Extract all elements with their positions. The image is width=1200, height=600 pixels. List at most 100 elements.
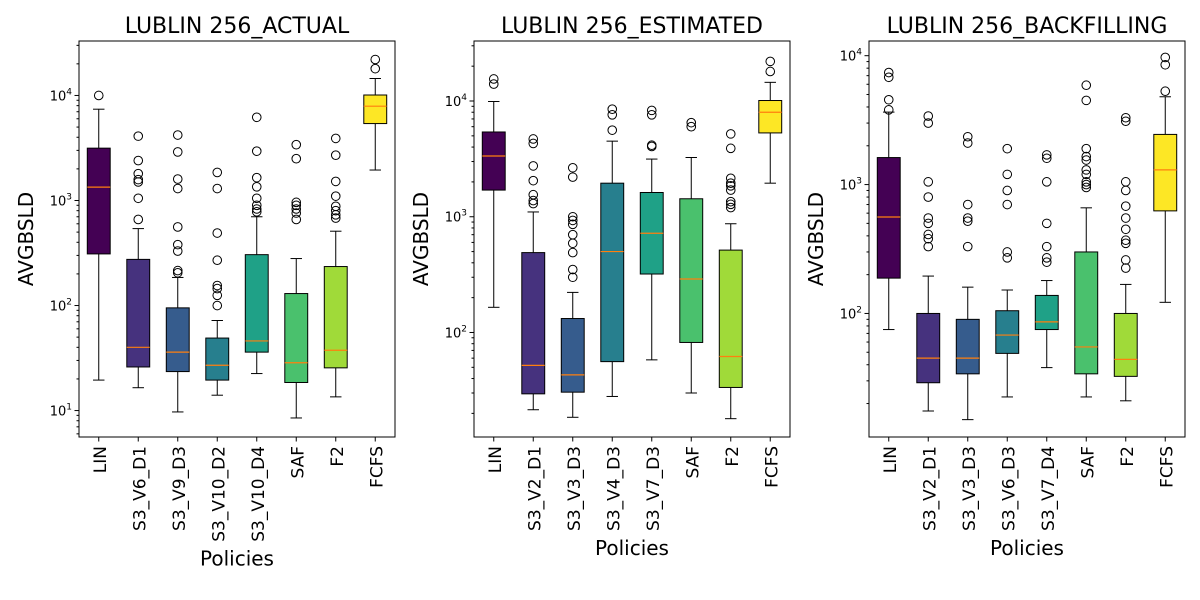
box-body xyxy=(560,318,585,393)
y-tick-base: 10 xyxy=(445,211,462,226)
x-tick-label: S3_V10_D4 xyxy=(249,446,269,542)
chart-title: LUBLIN 256_BACKFILLING xyxy=(887,14,1168,39)
box-body xyxy=(916,312,941,384)
outlier-point xyxy=(93,90,104,101)
box-body xyxy=(323,266,348,369)
outlier-point xyxy=(133,174,144,185)
outlier-point xyxy=(686,121,697,132)
x-tick-label: FCFS xyxy=(1157,446,1177,488)
outlier-point xyxy=(291,200,302,211)
box-body xyxy=(205,337,230,381)
x-tick-label: S3_V6_D1 xyxy=(130,446,150,531)
box-body xyxy=(244,254,269,353)
x-tick-label: SAF xyxy=(288,446,308,479)
outlier-point xyxy=(725,196,736,207)
outlier-point xyxy=(725,178,736,188)
outlier-point xyxy=(725,129,736,139)
box-7 xyxy=(323,133,348,398)
outlier-point xyxy=(883,72,894,83)
outlier-point xyxy=(1120,238,1131,249)
y-tick-base: 10 xyxy=(445,326,462,341)
box-8 xyxy=(1153,52,1178,303)
outlier-point xyxy=(1002,143,1013,154)
y-tick-label: 102 xyxy=(840,305,862,322)
x-axis-label: Policies xyxy=(200,546,274,570)
y-tick-base: 10 xyxy=(50,89,67,104)
outlier-point xyxy=(765,56,776,67)
outlier-point xyxy=(330,176,341,187)
outlier-point xyxy=(1120,224,1131,235)
box-4 xyxy=(600,104,625,397)
outlier-point xyxy=(567,264,578,275)
outlier-point xyxy=(330,150,341,160)
outlier-point xyxy=(567,172,578,182)
outlier-point xyxy=(212,183,223,194)
box-3 xyxy=(560,162,585,418)
outlier-point xyxy=(1002,247,1013,257)
box-2 xyxy=(521,134,546,411)
outlier-point xyxy=(1120,177,1131,187)
outlier-point xyxy=(567,215,578,226)
x-tick-label: S3_V4_D3 xyxy=(604,446,624,531)
outlier-point xyxy=(133,214,144,225)
box-1 xyxy=(86,90,111,381)
box-5 xyxy=(1034,150,1059,369)
outlier-point xyxy=(1081,177,1092,187)
outlier-point xyxy=(962,138,973,148)
box-body xyxy=(1153,133,1178,212)
box-body xyxy=(679,198,704,343)
outlier-point xyxy=(923,213,934,223)
outlier-point xyxy=(1160,59,1171,70)
y-tick-exponent: 2 xyxy=(66,298,72,308)
box-3 xyxy=(955,131,980,421)
x-tick-label: S3_V3_D3 xyxy=(565,446,585,531)
box-6 xyxy=(679,117,704,394)
plot-frame xyxy=(868,40,1186,438)
outlier-point xyxy=(923,118,934,128)
outlier-point xyxy=(291,153,302,164)
outlier-point xyxy=(528,134,539,144)
outlier-point xyxy=(1120,255,1131,265)
outlier-point xyxy=(1002,169,1013,180)
box-body xyxy=(758,100,783,134)
box-2 xyxy=(126,131,151,389)
outlier-point xyxy=(172,130,183,140)
outlier-point xyxy=(567,247,578,258)
outlier-point xyxy=(1120,112,1131,123)
x-tick-label: F2 xyxy=(328,446,348,467)
box-6 xyxy=(1074,80,1099,398)
x-tick-label: S3_V2_D1 xyxy=(920,446,940,531)
outlier-point xyxy=(1002,185,1013,196)
x-axis-label: Policies xyxy=(595,536,669,560)
outlier-point xyxy=(607,110,618,120)
y-tick-base: 10 xyxy=(445,95,462,110)
outlier-point xyxy=(1120,201,1131,211)
x-tick-label: S3_V3_D3 xyxy=(960,446,980,531)
outlier-point xyxy=(133,193,144,204)
outlier-point xyxy=(212,290,223,301)
box-body xyxy=(363,94,388,125)
outlier-point xyxy=(923,241,934,252)
outlier-point xyxy=(686,117,697,128)
x-tick-label: F2 xyxy=(723,446,743,467)
outlier-point xyxy=(528,138,539,149)
outlier-point xyxy=(251,182,262,192)
outlier-point xyxy=(251,200,262,211)
outlier-point xyxy=(291,197,302,208)
x-tick-label: FCFS xyxy=(762,446,782,488)
outlier-point xyxy=(1002,199,1013,210)
outlier-point xyxy=(251,207,262,217)
box-1 xyxy=(876,67,901,331)
outlier-point xyxy=(1120,235,1131,246)
outlier-point xyxy=(725,143,736,154)
outlier-point xyxy=(962,131,973,142)
outlier-point xyxy=(172,174,183,184)
x-tick-label: FCFS xyxy=(367,446,387,488)
outlier-point xyxy=(725,185,736,195)
x-tick-label: LIN xyxy=(881,446,901,473)
box-body xyxy=(86,147,111,255)
outlier-point xyxy=(567,211,578,222)
outlier-point xyxy=(172,222,183,232)
